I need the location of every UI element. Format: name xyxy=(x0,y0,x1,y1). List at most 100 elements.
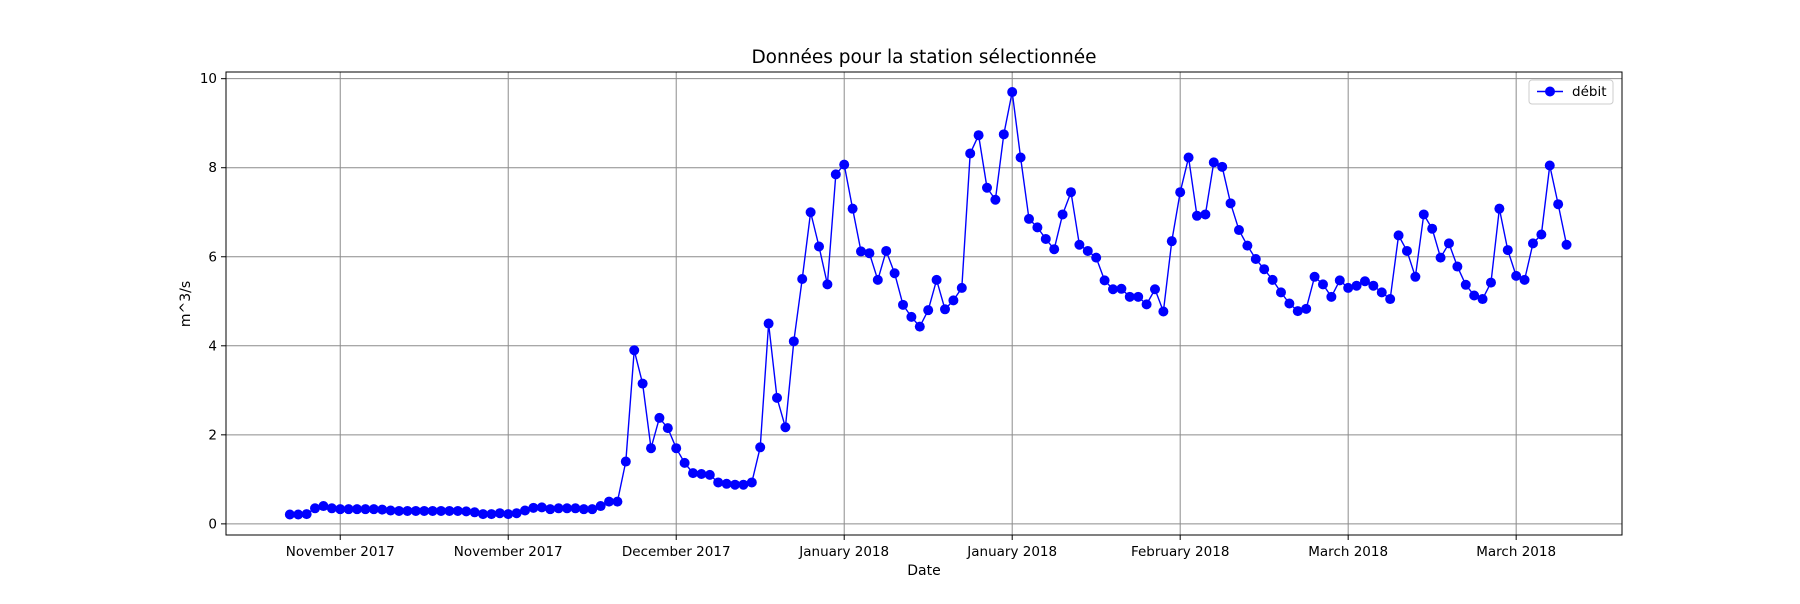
data-point xyxy=(1536,229,1547,240)
data-point xyxy=(1057,209,1068,220)
data-point xyxy=(436,505,447,516)
data-point xyxy=(1225,198,1236,209)
data-point xyxy=(1284,298,1295,309)
data-point xyxy=(755,442,766,453)
data-point xyxy=(326,503,337,514)
data-point xyxy=(889,268,900,279)
data-point xyxy=(562,503,573,514)
data-point xyxy=(738,479,749,490)
data-point xyxy=(788,336,799,347)
data-point xyxy=(1485,277,1496,288)
data-point xyxy=(1511,270,1522,281)
y-tick-label: 2 xyxy=(208,427,217,443)
data-point xyxy=(1082,245,1093,256)
data-point xyxy=(419,505,430,516)
data-point xyxy=(536,502,547,513)
data-point xyxy=(671,443,682,454)
data-point xyxy=(520,505,531,516)
x-axis-label: Date xyxy=(907,563,940,579)
grid xyxy=(226,72,1622,535)
data-point xyxy=(839,159,850,170)
data-layer xyxy=(284,87,1572,520)
data-point xyxy=(1233,225,1244,236)
y-tick-label: 0 xyxy=(208,516,217,532)
data-point xyxy=(906,311,917,322)
data-point xyxy=(1334,275,1345,286)
data-point xyxy=(982,182,992,193)
chart-title: Données pour la station sélectionnée xyxy=(751,47,1096,68)
data-point xyxy=(1208,157,1219,168)
data-point xyxy=(595,501,606,512)
data-point xyxy=(965,148,976,159)
data-point xyxy=(1343,282,1354,293)
data-point xyxy=(1133,291,1144,302)
data-point xyxy=(469,507,480,518)
data-point xyxy=(1217,161,1228,172)
data-point xyxy=(948,295,959,306)
data-point xyxy=(931,274,942,285)
data-point xyxy=(1561,239,1572,250)
data-point xyxy=(864,248,875,259)
x-tick-label: January 2018 xyxy=(798,544,889,560)
data-point xyxy=(814,241,825,252)
data-point xyxy=(343,504,354,515)
data-point xyxy=(1141,299,1152,310)
data-point xyxy=(797,274,808,285)
data-point xyxy=(780,422,791,433)
data-point xyxy=(604,496,615,507)
data-point xyxy=(1065,187,1076,198)
data-point xyxy=(1242,240,1253,251)
data-point xyxy=(1317,279,1328,290)
data-point xyxy=(452,505,463,516)
data-point xyxy=(410,505,421,516)
data-point xyxy=(679,457,690,468)
data-point xyxy=(553,503,564,514)
data-point xyxy=(1250,253,1261,264)
data-point xyxy=(830,169,841,180)
data-point xyxy=(696,469,707,480)
data-point xyxy=(1309,271,1320,282)
data-point xyxy=(1494,203,1505,214)
data-point xyxy=(1007,87,1018,98)
data-point xyxy=(385,505,396,516)
data-point xyxy=(1049,244,1060,255)
data-point xyxy=(1015,152,1026,163)
data-point xyxy=(1452,261,1463,272)
data-point xyxy=(368,504,379,515)
data-point xyxy=(1435,252,1446,263)
y-tick-label: 4 xyxy=(208,338,217,354)
axis-ticks: 0 2 4 6 8 10 November 2017 November 2017 Decembe… xyxy=(200,71,1556,560)
data-point xyxy=(570,503,581,514)
data-point xyxy=(730,479,741,490)
data-point xyxy=(494,508,505,519)
legend-box xyxy=(1528,79,1614,105)
data-point xyxy=(923,305,934,316)
data-point xyxy=(1351,280,1362,291)
data-point xyxy=(990,194,1001,205)
data-point xyxy=(872,274,883,285)
data-point xyxy=(721,478,732,489)
data-point xyxy=(1183,152,1194,163)
x-tick-label: December 2017 xyxy=(622,544,731,560)
data-point xyxy=(973,130,984,141)
data-point xyxy=(1166,236,1177,247)
legend: débit xyxy=(1528,79,1614,105)
data-point xyxy=(1275,287,1286,298)
data-point xyxy=(1023,213,1034,224)
data-point xyxy=(545,504,556,515)
data-point xyxy=(1124,291,1135,302)
data-point xyxy=(763,318,774,329)
data-point xyxy=(612,496,623,507)
data-point xyxy=(310,503,321,514)
data-point xyxy=(1427,223,1438,234)
data-point xyxy=(1158,306,1169,317)
data-point xyxy=(1368,280,1379,291)
data-point xyxy=(587,504,598,515)
data-point xyxy=(402,505,413,516)
data-point xyxy=(629,345,640,356)
data-point xyxy=(1032,222,1043,233)
data-point xyxy=(646,443,657,454)
data-point xyxy=(1175,187,1186,198)
